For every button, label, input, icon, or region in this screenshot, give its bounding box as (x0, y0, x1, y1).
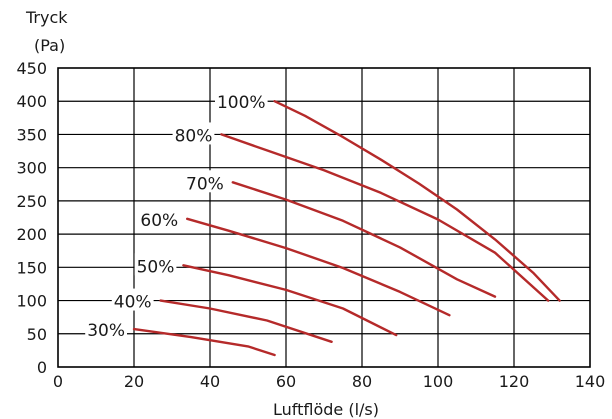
grid (58, 68, 590, 367)
series-line-60pct (186, 217, 451, 317)
series-label-60pct: 60% (140, 211, 178, 231)
x-axis-title: Luftflöde (l/s) (273, 400, 379, 419)
series-label-30pct: 30% (87, 321, 125, 341)
series-label-bg (184, 170, 226, 193)
series-label-70pct: 70% (186, 174, 224, 194)
x-tick-label-20: 20 (124, 372, 144, 391)
series-line-70pct (231, 181, 497, 298)
series-label-bg (214, 89, 268, 112)
x-tick-label-0: 0 (53, 372, 63, 391)
series-label-100pct: 100% (217, 93, 266, 113)
series-label-bg (111, 288, 154, 311)
y-tick-label-400: 400 (16, 92, 47, 111)
plot-frame (57, 67, 591, 368)
y-tick-label-350: 350 (16, 125, 47, 144)
y-tick-label-450: 450 (16, 59, 47, 78)
series-label-50pct: 50% (137, 257, 175, 277)
y-tick-label-0: 0 (37, 358, 47, 377)
y-tick-label-150: 150 (16, 258, 47, 277)
x-tick-label-140: 140 (575, 372, 606, 391)
series-label-80pct: 80% (175, 126, 213, 146)
series-lines (132, 100, 561, 357)
x-tick-label-100: 100 (423, 372, 454, 391)
series-label-bg (172, 122, 215, 145)
series-line-40pct (159, 299, 333, 343)
series-line-80pct (220, 133, 550, 302)
series-label-bg (85, 317, 127, 340)
x-tick-label-80: 80 (352, 372, 372, 391)
y-tick-label-200: 200 (16, 225, 47, 244)
x-tick-label-120: 120 (499, 372, 530, 391)
series-line-30pct (132, 327, 276, 357)
y-axis-title-line1: Tryck (25, 8, 68, 27)
axes: 0 50 100 150 200 250 300 350 400 450 0 20 40 60 80 100 1… (16, 59, 605, 391)
x-tick-label-40: 40 (200, 372, 220, 391)
series-line-50pct (182, 264, 398, 337)
y-tick-label-300: 300 (16, 159, 47, 178)
series-line-100pct (273, 100, 561, 302)
y-tick-label-250: 250 (16, 192, 47, 211)
series-label-40pct: 40% (114, 293, 152, 313)
series-label-bg (134, 253, 177, 276)
series-labels: 100%80% 70% 60% 50% 40% 30% (85, 89, 268, 341)
y-tick-label-100: 100 (16, 292, 47, 311)
y-axis-title-line2: (Pa) (34, 36, 65, 55)
y-tick-label-50: 50 (27, 325, 47, 344)
series-label-bg (138, 206, 181, 229)
x-tick-label-60: 60 (276, 372, 296, 391)
